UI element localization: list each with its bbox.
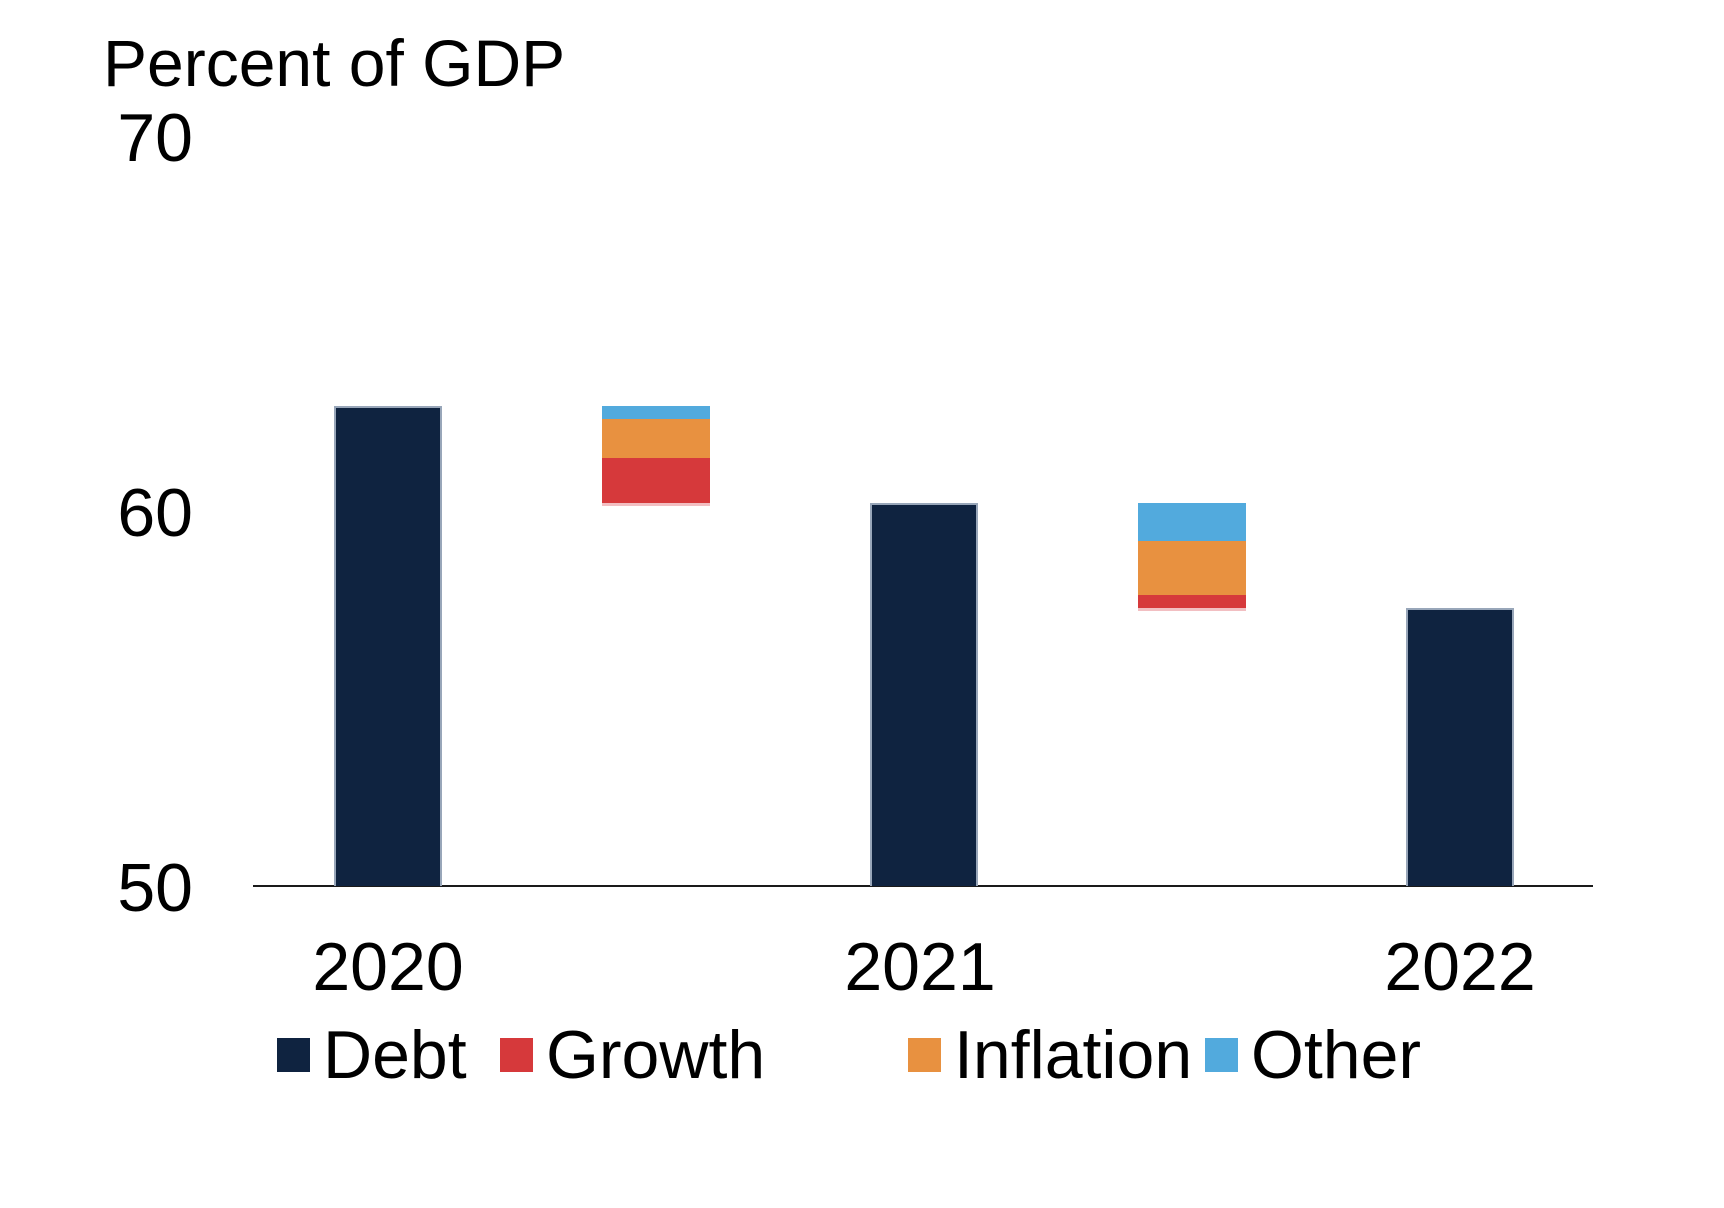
x-axis-line	[253, 885, 1593, 887]
legend-item-growth: Growth	[500, 1021, 765, 1089]
inflation-segment-2020	[602, 418, 710, 459]
x-label-2022: 2022	[1384, 929, 1536, 1005]
legend-label-other: Other	[1251, 1017, 1422, 1093]
stack-bottom-edge	[1138, 608, 1246, 612]
x-label-2020: 2020	[312, 929, 464, 1005]
debt-bar-2020	[334, 405, 442, 886]
x-label-2021: 2021	[844, 929, 996, 1005]
y-tick-60: 60	[117, 475, 193, 551]
chart-title: Percent of GDP	[103, 26, 566, 100]
legend-label-debt: Debt	[323, 1017, 467, 1093]
legend-item-other: Other	[1205, 1021, 1421, 1089]
debt-bar-2021	[870, 503, 978, 886]
debt-bar-2022	[1406, 608, 1514, 886]
other-segment-2020	[602, 405, 710, 419]
legend-label-inflation: Inflation	[954, 1017, 1193, 1093]
y-tick-50: 50	[117, 850, 193, 926]
legend-swatch-growth	[500, 1038, 533, 1072]
legend-label-growth: Growth	[546, 1017, 766, 1093]
inflation-segment-2021	[1138, 540, 1246, 596]
other-segment-2021	[1138, 503, 1246, 541]
growth-segment-2021	[1138, 595, 1246, 609]
legend-item-inflation: Inflation	[908, 1021, 1192, 1089]
legend-swatch-other	[1205, 1038, 1238, 1072]
legend-swatch-inflation	[908, 1038, 941, 1072]
legend-item-debt: Debt	[277, 1021, 467, 1089]
legend-swatch-debt	[277, 1038, 310, 1072]
stack-bottom-edge	[602, 503, 710, 507]
growth-segment-2020	[602, 458, 710, 504]
y-tick-70: 70	[117, 100, 193, 176]
